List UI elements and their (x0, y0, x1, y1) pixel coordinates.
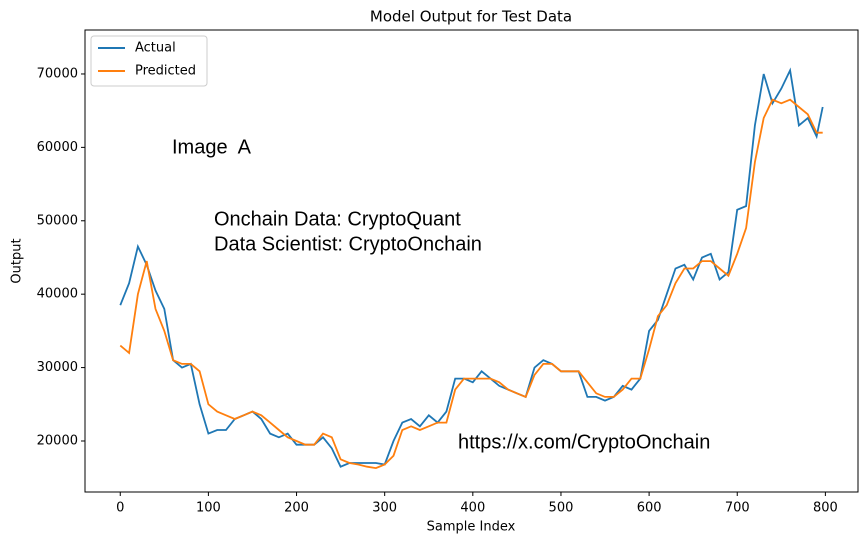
annotation: Data Scientist: CryptoOnchain (214, 233, 482, 255)
y-tick-label: 40000 (37, 287, 78, 302)
x-tick-label: 200 (284, 501, 309, 516)
x-tick-label: 800 (813, 501, 838, 516)
y-axis-label: Output (10, 238, 25, 283)
x-tick-label: 600 (637, 501, 662, 516)
legend-label: Predicted (135, 64, 196, 79)
y-tick-label: 20000 (37, 433, 78, 448)
x-tick-label: 0 (116, 501, 124, 516)
line-series (119, 98, 823, 470)
x-axis-label: Sample Index (427, 520, 516, 535)
x-tick-label: 300 (372, 501, 397, 516)
legend-label: Actual (135, 41, 176, 56)
chart-title: Model Output for Test Data (370, 8, 572, 26)
x-tick-label: 400 (460, 501, 485, 516)
x-tick-label: 100 (196, 501, 221, 516)
annotation: Image A (172, 136, 252, 158)
annotation: https://x.com/CryptoOnchain (458, 431, 710, 453)
plot-frame (84, 29, 859, 493)
x-tick-label: 500 (549, 501, 574, 516)
annotation: Onchain Data: CryptoQuant (214, 208, 461, 230)
y-tick-label: 70000 (37, 66, 78, 81)
y-tick-label: 50000 (37, 213, 78, 228)
x-tick-label: 700 (725, 501, 750, 516)
y-tick-label: 60000 (37, 140, 78, 155)
y-tick-label: 30000 (37, 360, 78, 375)
